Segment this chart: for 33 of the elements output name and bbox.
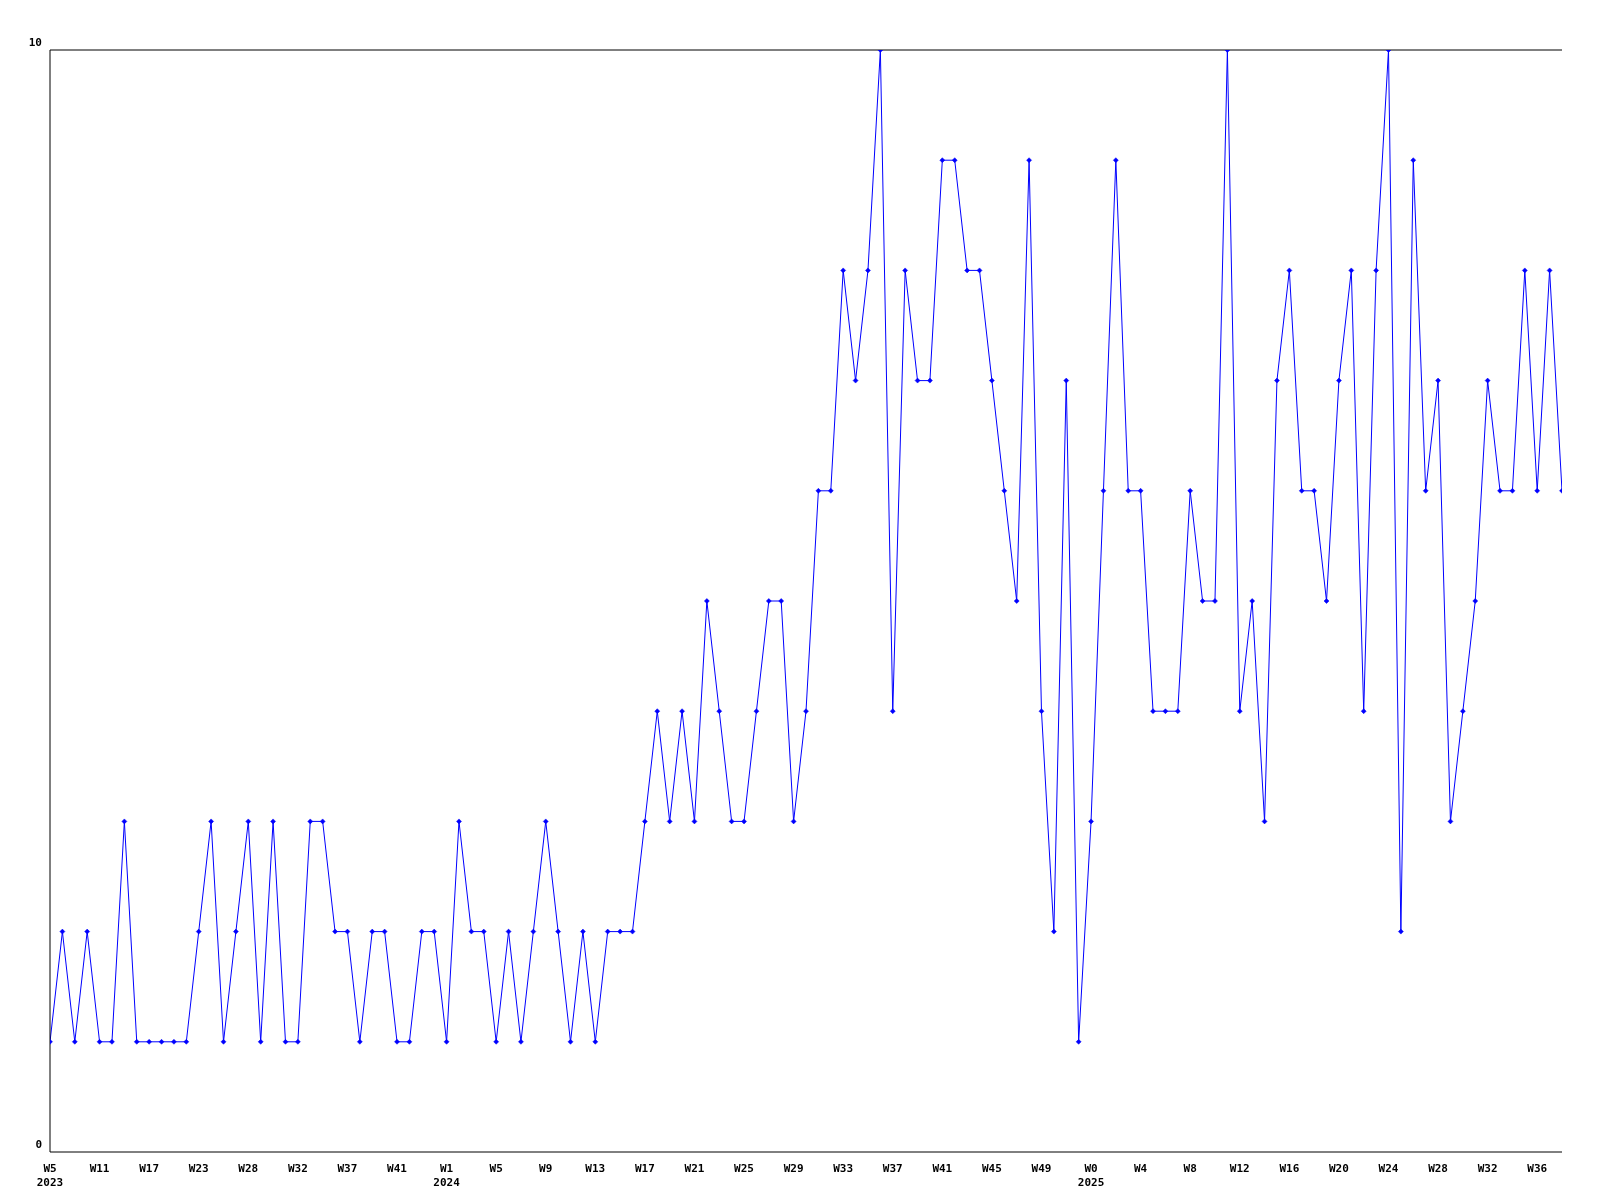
x-tick-label: W8 — [1183, 1162, 1197, 1175]
x-tick-label: W23 — [188, 1162, 209, 1175]
x-tick-label: W1 2024 — [433, 1162, 461, 1189]
x-tick-label: W13 — [585, 1162, 606, 1175]
x-tick-label: W45 — [981, 1162, 1002, 1175]
x-tick-label: W17 — [634, 1162, 655, 1175]
x-tick-label: W33 — [833, 1162, 854, 1175]
x-tick-label: W16 — [1279, 1162, 1300, 1175]
x-tick-label: W21 — [684, 1162, 705, 1175]
x-tick-label: W37 — [882, 1162, 903, 1175]
x-tick-label: W20 — [1328, 1162, 1349, 1175]
x-tick-label: W32 — [1477, 1162, 1498, 1175]
x-tick-label: W36 — [1527, 1162, 1548, 1175]
y-tick-label: 10 — [28, 35, 42, 49]
x-tick-label: W37 — [337, 1162, 358, 1175]
x-tick-label: W32 — [287, 1162, 308, 1175]
x-tick-label: W28 — [238, 1162, 259, 1175]
x-tick-label: W25 — [734, 1162, 754, 1175]
x-tick-label: W41 — [387, 1162, 408, 1175]
x-tick-label: W24 — [1378, 1162, 1399, 1175]
x-tick-label: W4 — [1134, 1162, 1148, 1175]
x-tick-label: W11 — [89, 1162, 110, 1175]
y-tick-label: 0 — [35, 1137, 42, 1151]
x-tick-label: W41 — [932, 1162, 953, 1175]
x-tick-label: W12 — [1229, 1162, 1250, 1175]
x-tick-label: W49 — [1031, 1162, 1052, 1175]
x-tick-label: W17 — [139, 1162, 160, 1175]
x-tick-label: W0 2025 — [1077, 1162, 1105, 1189]
x-tick-label: W9 — [539, 1162, 553, 1175]
x-tick-label: W5 — [489, 1162, 503, 1175]
x-tick-label: W29 — [783, 1162, 804, 1175]
x-tick-label: W28 — [1428, 1162, 1448, 1175]
x-tick-label: W5 2023 — [36, 1162, 64, 1189]
